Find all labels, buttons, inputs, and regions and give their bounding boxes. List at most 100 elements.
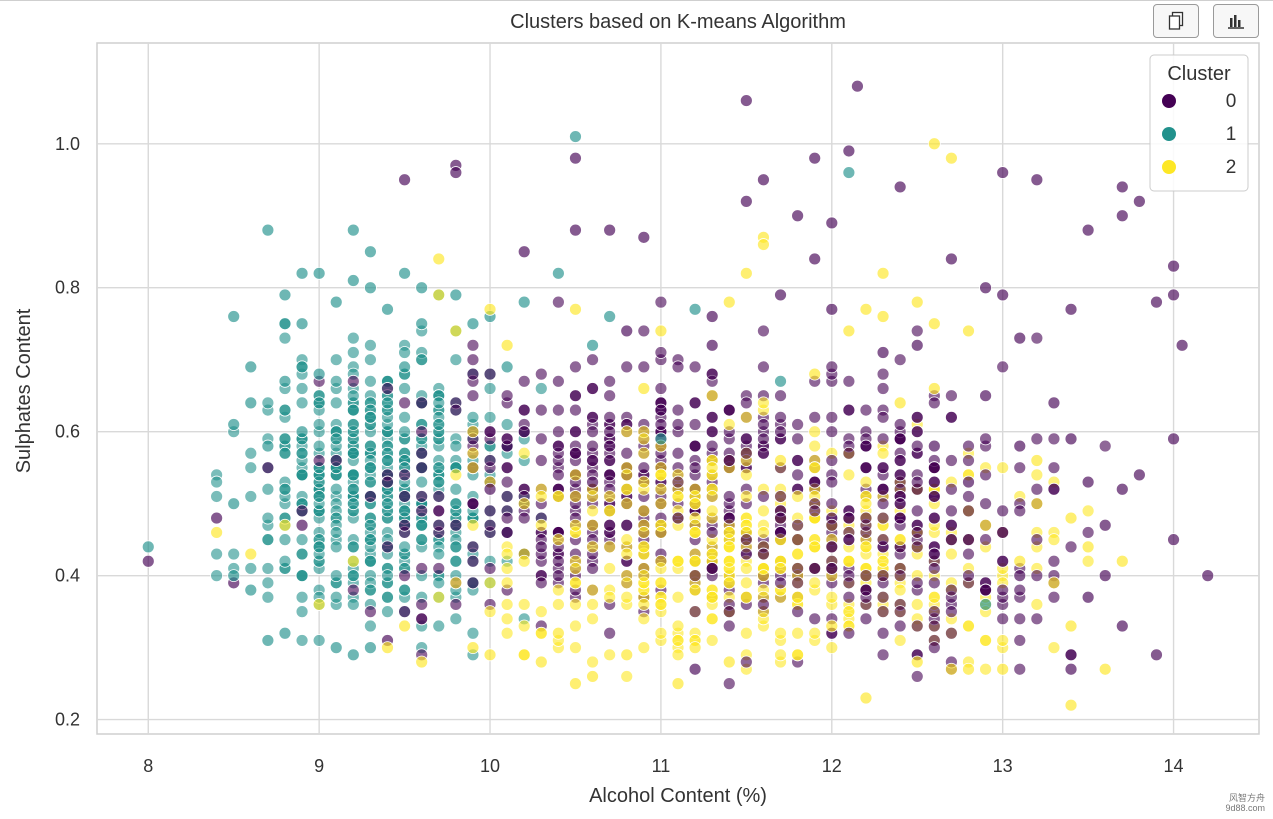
- scatter-point-cloud: [654, 576, 668, 590]
- scatter-point-cloud: [825, 641, 839, 655]
- scatter-point-cloud: [398, 425, 411, 439]
- scatter-point-cloud: [295, 569, 309, 583]
- scatter-point-cloud: [620, 446, 634, 460]
- scatter-point-cloud: [483, 425, 497, 439]
- scatter-point-cluster-2: [927, 382, 941, 395]
- scatter-point-cloud: [500, 598, 514, 611]
- scatter-point-cloud: [551, 403, 565, 417]
- scatter-point-cloud: [654, 497, 668, 511]
- scatter-point-cloud: [739, 655, 753, 669]
- scatter-point-cluster-1: [415, 317, 429, 331]
- scatter-point-cluster-0: [534, 540, 548, 554]
- scatter-point-cloud: [791, 605, 805, 619]
- scatter-point-cluster-1: [774, 374, 787, 388]
- scatter-point-cluster-2: [517, 648, 531, 662]
- scatter-point-cluster-2: [1064, 619, 1078, 633]
- scatter-point-cloud: [842, 403, 856, 417]
- scatter-point-cloud: [466, 338, 480, 352]
- scatter-point-cloud: [654, 295, 668, 309]
- scatter-point-cluster-1: [278, 374, 292, 388]
- scatter-point-cloud: [910, 619, 924, 633]
- scatter-point-cloud: [876, 533, 890, 547]
- scatter-point-cluster-0: [1064, 662, 1078, 676]
- scatter-point-cloud: [517, 598, 531, 611]
- scatter-point-cloud: [278, 403, 292, 417]
- scatter-point-cloud: [842, 554, 856, 568]
- y-tick-label: 0.2: [55, 710, 80, 730]
- scatter-point-cloud: [569, 598, 582, 611]
- scatter-point-cloud: [876, 497, 890, 511]
- scatter-point-cluster-0: [910, 338, 924, 352]
- scatter-point-cloud: [774, 425, 787, 439]
- scatter-point-cloud: [483, 562, 497, 575]
- scatter-point-cluster-1: [415, 281, 429, 295]
- scatter-point-cloud: [705, 612, 719, 626]
- scatter-point-cloud: [739, 432, 753, 446]
- scatter-point-cloud: [534, 454, 548, 467]
- scatter-point-cloud: [757, 504, 770, 518]
- scatter-point-cloud: [603, 425, 617, 439]
- scatter-point-cloud: [620, 670, 634, 683]
- scatter-point-cloud: [295, 382, 309, 395]
- scatter-point-cluster-0: [483, 482, 497, 496]
- scatter-point-cloud: [500, 547, 514, 561]
- scatter-point-cloud: [551, 468, 565, 482]
- scatter-point-cloud: [586, 518, 599, 532]
- scatter-point-cluster-0: [569, 151, 582, 165]
- scatter-point-cloud: [466, 461, 480, 475]
- scatter-point-cloud: [449, 518, 463, 532]
- scatter-point-cloud: [842, 605, 856, 619]
- scatter-point-cluster-1: [261, 439, 275, 453]
- scatter-point-cloud: [466, 353, 480, 367]
- scatter-point-cloud: [945, 533, 958, 547]
- scatter-point-cloud: [996, 360, 1010, 374]
- x-axis-label: Alcohol Content (%): [589, 785, 767, 807]
- scatter-point-cloud: [722, 619, 736, 633]
- scatter-point-cloud: [517, 374, 531, 388]
- scatter-point-cloud: [603, 540, 617, 554]
- scatter-point-cloud: [688, 396, 702, 410]
- scatter-point-cluster-1: [278, 626, 292, 640]
- scatter-point-cloud: [979, 533, 992, 547]
- scatter-point-cluster-1: [329, 641, 343, 655]
- scatter-point-cloud: [569, 490, 582, 503]
- scatter-point-cloud: [637, 504, 651, 518]
- scatter-point-cloud: [722, 576, 736, 590]
- copy-icon: [1168, 11, 1184, 30]
- copy-button[interactable]: [1153, 4, 1199, 38]
- scatter-point-cloud: [808, 475, 822, 489]
- scatter-point-cloud: [551, 374, 565, 388]
- scatter-point-cluster-2: [791, 648, 805, 662]
- scatter-point-cloud: [364, 605, 377, 619]
- scatter-point-cloud: [757, 598, 770, 611]
- scatter-point-cloud: [876, 410, 890, 424]
- y-tick-label: 0.6: [55, 422, 80, 442]
- scatter-point-cloud: [996, 634, 1010, 647]
- scatter-point-cloud: [364, 533, 377, 547]
- scatter-point-cluster-1: [244, 396, 258, 410]
- scatter-point-cluster-2: [398, 619, 411, 633]
- scatter-point-cloud: [364, 583, 377, 597]
- scatter-point-cloud: [757, 490, 770, 503]
- scatter-point-cloud: [825, 562, 839, 575]
- scatter-point-cluster-2: [945, 662, 958, 676]
- scatter-point-cluster-0: [722, 605, 736, 619]
- scatter-point-cloud: [586, 382, 599, 395]
- scatter-point-cluster-2: [586, 670, 599, 683]
- scatter-point-cluster-0: [671, 511, 685, 525]
- scatter-point-cluster-0: [876, 346, 890, 359]
- scatter-point-cloud: [910, 540, 924, 554]
- scatter-point-cloud: [927, 490, 941, 503]
- scatter-point-cloud: [278, 554, 292, 568]
- scatter-point-cloud: [654, 382, 668, 395]
- chart-button[interactable]: [1213, 4, 1259, 38]
- scatter-point-cloud: [842, 468, 856, 482]
- scatter-point-cloud: [295, 547, 309, 561]
- scatter-point-cluster-1: [398, 360, 411, 374]
- legend-box: [1149, 54, 1249, 192]
- scatter-point-cloud: [329, 396, 343, 410]
- scatter-point-cluster-0: [466, 367, 480, 381]
- scatter-point-cluster-2: [842, 324, 856, 338]
- scatter-point-cloud: [483, 410, 497, 424]
- scatter-point-cluster-1: [500, 360, 514, 374]
